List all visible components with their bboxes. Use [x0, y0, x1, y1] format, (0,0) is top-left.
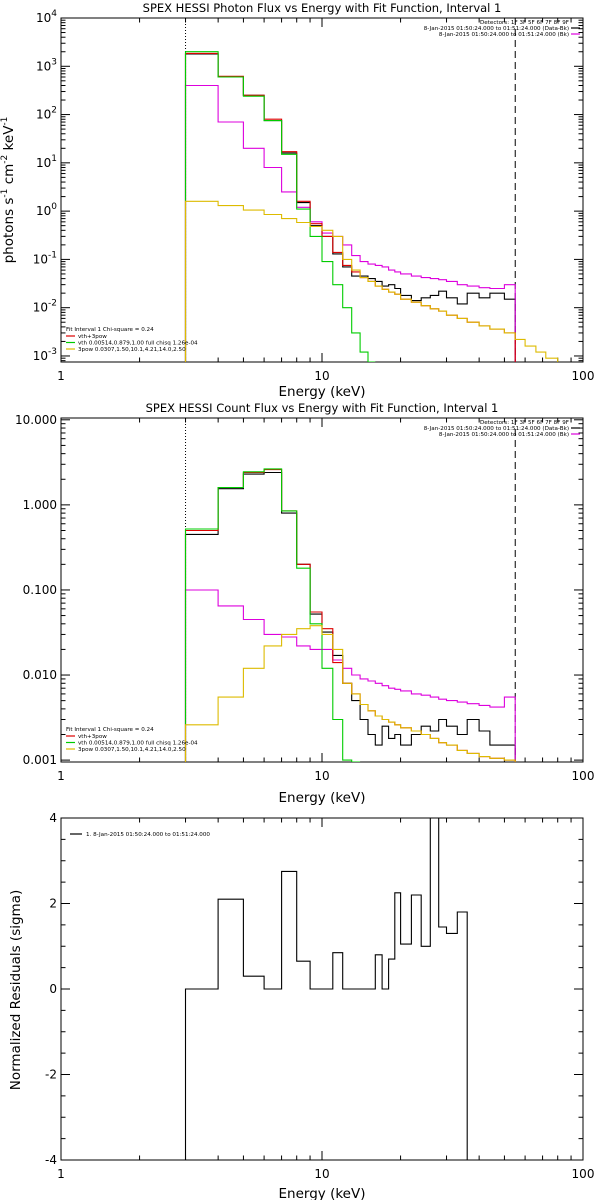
photon-flux-y-tick-label: 104 — [36, 9, 57, 25]
count-flux-fit-legend-item: vth 0.00514,0.879,1.00 full chisq 1.26e-… — [78, 741, 198, 747]
photon-flux-fit-legend-item: vth 0.00514,0.879,1.00 full chisq 1.26e-… — [78, 341, 198, 347]
count-flux-top-legend-text: Detectors: 1F 3F 5F 6F 7F 8F 9F — [480, 420, 569, 426]
photon-flux-x-tick-label: 100 — [572, 369, 595, 383]
count-flux-x-tick-label: 100 — [572, 769, 595, 783]
residuals-y-tick-label: 0 — [49, 982, 57, 996]
count-flux-y-tick-label: 1.000 — [23, 498, 57, 512]
count-flux-plot-frame — [60, 417, 584, 763]
count-flux-x-tick-label: 10 — [314, 769, 329, 783]
count-flux-fit-legend-header: Fit Interval 1 Chi-square = 0.24 — [66, 727, 154, 733]
residuals-y-tick-label: 2 — [49, 897, 57, 911]
photon-flux-series-vth-3pow — [184, 52, 516, 362]
count-flux-series-vth — [184, 468, 361, 762]
residuals-series-1-8-jan-2015-01-50-24-000-to-01-51-24-00 — [184, 818, 468, 1160]
residuals-panel: Energy (keV) Normalized Residuals (sigma… — [8, 811, 594, 1200]
photon-flux-series-bk — [184, 84, 516, 362]
count-flux-series-vth-3pow — [184, 469, 516, 762]
photon-flux-series-3pow — [184, 200, 559, 362]
photon-flux-x-tick-label: 1 — [57, 369, 65, 383]
residuals-xlabel: Energy (keV) — [279, 1186, 366, 1200]
count-flux-title: SPEX HESSI Count Flux vs Energy with Fit… — [146, 401, 499, 415]
photon-flux-x-tick-label: 10 — [314, 369, 329, 383]
count-flux-series-bk — [184, 589, 516, 762]
residuals-x-tick-label: 100 — [572, 1167, 595, 1181]
count-flux-x-tick-label: 1 — [57, 769, 65, 783]
photon-flux-title: SPEX HESSI Photon Flux vs Energy with Fi… — [143, 1, 502, 15]
count-flux-series-3pow — [184, 625, 516, 762]
photon-flux-xlabel: Energy (keV) — [279, 384, 366, 400]
photon-flux-y-tick-label: 10-3 — [33, 347, 57, 363]
photon-flux-y-tick-label: 103 — [36, 57, 57, 73]
count-flux-xlabel: Energy (keV) — [279, 790, 366, 806]
photon-flux-y-tick-label: 101 — [36, 154, 57, 170]
residuals-x-tick-label: 1 — [57, 1167, 65, 1181]
residuals-ylabel: Normalized Residuals (sigma) — [8, 890, 24, 1091]
photon-flux-top-legend-text: 8-Jan-2015 01:50:24.000 to 01:51:24.000 … — [424, 26, 569, 32]
count-flux-fit-legend-item: 3pow 0.0307,1.50,10.1,4.21,14.0,2.50 — [78, 747, 186, 753]
photon-flux-top-legend-text: 8-Jan-2015 01:50:24.000 to 01:51:24.000 … — [439, 32, 569, 38]
count-flux-fit-legend-item: vth+3pow — [78, 734, 107, 740]
photon-flux-series-data-bk — [184, 53, 516, 362]
count-flux-y-tick-label: 10.000 — [15, 413, 57, 427]
count-flux-y-tick-label: 0.010 — [23, 668, 57, 682]
count-flux-top-legend-text: 8-Jan-2015 01:50:24.000 to 01:51:24.000 … — [424, 426, 569, 432]
count-flux-y-tick-label: 0.001 — [23, 753, 57, 767]
photon-flux-fit-legend-item: vth+3pow — [78, 334, 107, 340]
photon-flux-fit-legend-header: Fit Interval 1 Chi-square = 0.24 — [66, 327, 154, 333]
residuals-legend-text: 1. 8-Jan-2015 01:50:24.000 to 01:51:24.0… — [86, 832, 210, 838]
residuals-y-tick-label: -4 — [45, 1153, 57, 1167]
photon-flux-fit-legend-item: 3pow 0.0307,1.50,10.1,4.21,14.0,2.50 — [78, 347, 186, 353]
photon-flux-panel: SPEX HESSI Photon Flux vs Energy with Fi… — [0, 1, 594, 400]
residuals-y-tick-label: 4 — [49, 811, 57, 825]
photon-flux-ylabel: photons s-1 cm-2 keV-1 — [0, 117, 17, 264]
photon-flux-series-vth — [184, 51, 376, 362]
count-flux-series-data-bk — [184, 471, 516, 762]
photon-flux-y-tick-label: 10-1 — [33, 250, 57, 266]
residuals-x-tick-label: 10 — [314, 1167, 329, 1181]
photon-flux-y-tick-label: 100 — [36, 202, 57, 218]
photon-flux-y-tick-label: 102 — [36, 106, 57, 122]
photon-flux-plot-frame — [60, 17, 584, 363]
count-flux-y-tick-label: 0.100 — [23, 583, 57, 597]
photon-flux-y-tick-label: 10-2 — [33, 299, 57, 315]
count-flux-top-legend-text: 8-Jan-2015 01:50:24.000 to 01:51:24.000 … — [439, 432, 569, 438]
count-flux-panel: SPEX HESSI Count Flux vs Energy with Fit… — [15, 401, 594, 806]
photon-flux-top-legend-text: Detectors: 1F 3F 5F 6F 7F 8F 9F — [480, 20, 569, 26]
residuals-y-tick-label: -2 — [45, 1068, 57, 1082]
